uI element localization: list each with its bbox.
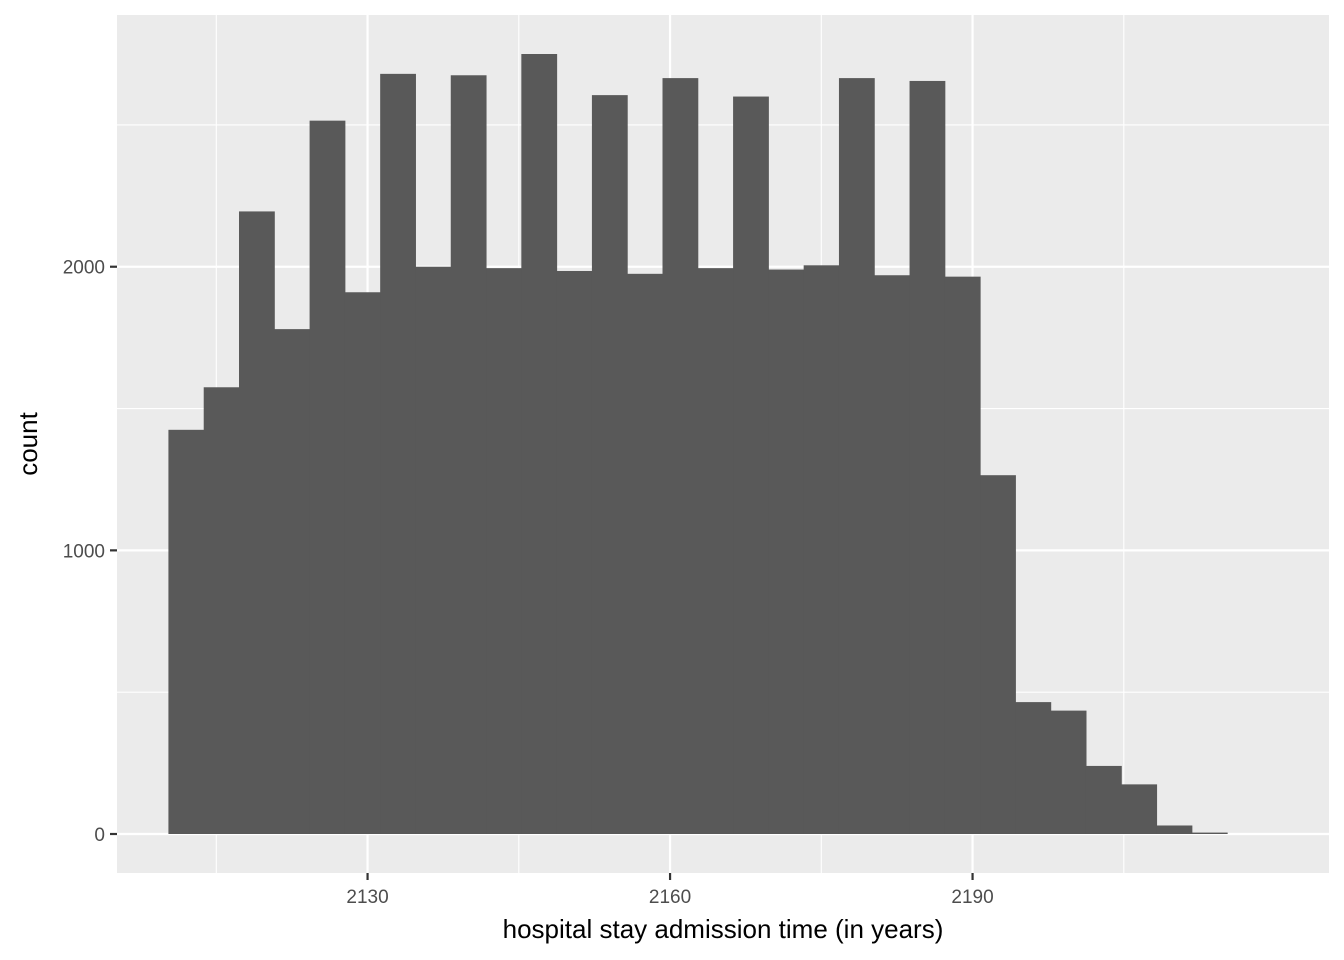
x-tick-label: 2190 <box>951 887 993 908</box>
y-tick-label: 1000 <box>63 541 105 562</box>
histogram-bar <box>168 429 205 834</box>
histogram-bar <box>1085 765 1122 834</box>
y-tick-label: 2000 <box>63 258 105 279</box>
histogram-bar <box>768 269 805 835</box>
histogram-bar <box>1121 784 1158 834</box>
histogram-bar <box>1050 710 1087 834</box>
histogram-bar <box>344 292 381 835</box>
histogram-bar <box>944 276 981 834</box>
x-tick-label: 2160 <box>649 887 691 908</box>
histogram-bar <box>838 78 875 835</box>
histogram-bar <box>803 265 840 834</box>
histogram-bar <box>697 268 734 834</box>
histogram-bar <box>415 266 452 834</box>
x-tick-label: 2130 <box>346 887 388 908</box>
histogram-bar <box>1191 832 1228 834</box>
histogram-bar <box>1015 702 1052 834</box>
histogram-bar <box>521 54 558 834</box>
histogram-bar <box>486 268 522 834</box>
x-axis-title: hospital stay admission time (in years) <box>503 914 944 944</box>
y-axis-title: count <box>13 411 43 475</box>
histogram-bar <box>909 80 946 835</box>
y-tick-label: 0 <box>94 825 105 846</box>
histogram-bar <box>662 78 699 835</box>
histogram-bar <box>874 275 911 835</box>
x-axis: 2130 2160 2190 <box>346 873 994 908</box>
histogram-bar <box>203 387 240 834</box>
histogram-bar <box>380 73 416 834</box>
y-axis: 0 1000 2000 <box>63 258 117 846</box>
histogram-bar <box>239 211 275 834</box>
histogram-bar <box>591 95 628 835</box>
histogram-bar <box>980 475 1016 834</box>
histogram-bar <box>450 75 487 835</box>
histogram-bar <box>309 120 346 835</box>
histogram-bar <box>733 96 769 834</box>
histogram-bar <box>274 329 311 834</box>
histogram-bar <box>556 270 593 834</box>
histogram-bar <box>627 273 664 834</box>
histogram-bars <box>168 54 1228 835</box>
histogram-bar <box>1156 825 1193 834</box>
